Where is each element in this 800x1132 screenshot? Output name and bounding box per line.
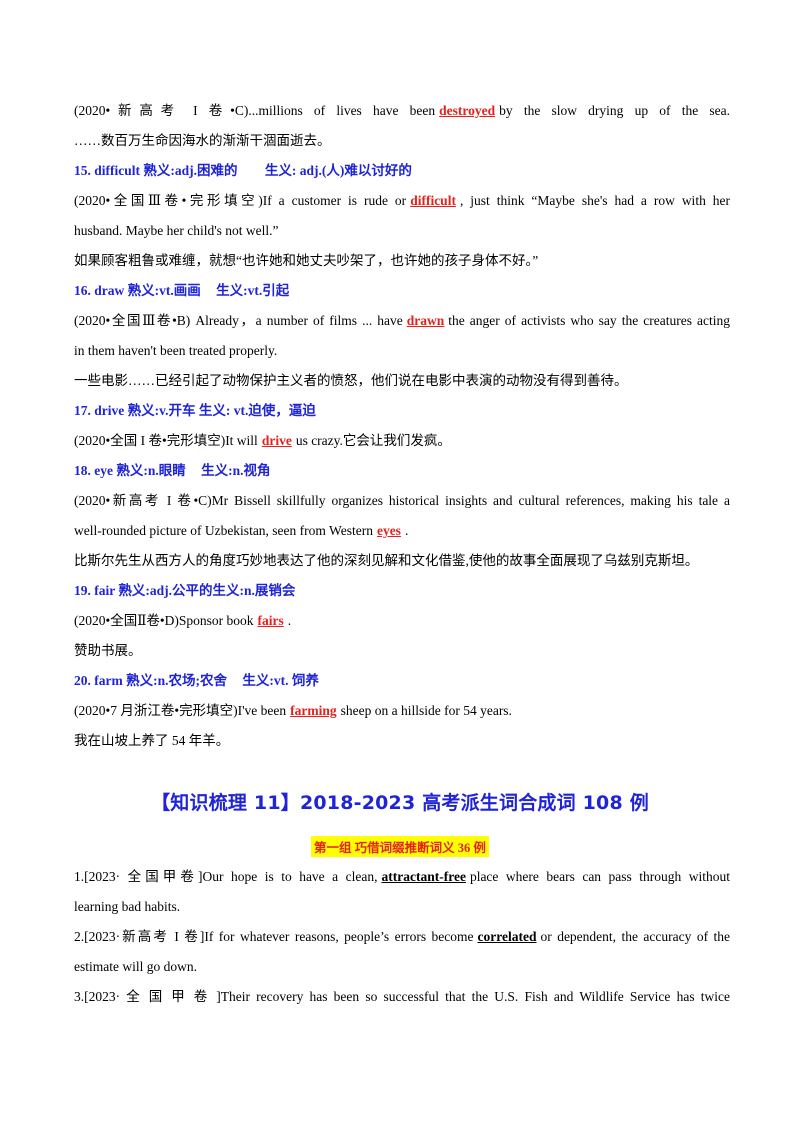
new-meaning: 生义:n.视角: [201, 463, 271, 478]
new-meaning: 生义:vt. 饲养: [242, 673, 319, 688]
new-meaning: 生义: vt.迫使，逼迫: [198, 403, 316, 418]
entry-heading: 19. fair 熟义:adj.公平的生义:n.展销会: [74, 576, 730, 606]
example-sentence-cont: estimate will go down.: [74, 959, 197, 974]
sentence-text: 2.[2023·新高考 I 卷]If for whatever reasons,…: [74, 929, 474, 944]
entry-word: eye: [94, 463, 113, 478]
example-list: 1.[2023· 全国甲卷]Our hope is to have a clea…: [74, 862, 730, 1012]
example-sentence: 1.[2023· 全国甲卷]Our hope is to have a clea…: [74, 862, 730, 892]
keyword: drive: [261, 433, 292, 448]
familiar-meaning: 熟义:v.开车: [127, 403, 196, 418]
sentence-text: sheep on a hillside for 54 years.: [340, 703, 512, 718]
entry-number: 16.: [74, 283, 91, 298]
entry-number: 15.: [74, 163, 91, 178]
source-sentence: (2020•新高考 I 卷•C)...millions of lives hav…: [74, 96, 730, 126]
keyword: drawn: [406, 313, 445, 328]
entry-word: fair: [94, 583, 115, 598]
translation: 比斯尔先生从西方人的角度巧妙地表达了他的深刻见解和文化借鉴,使他的故事全面展现了…: [74, 553, 699, 568]
source-sentence: (2020•全国Ⅲ卷•完形填空)If a customer is rude or…: [74, 186, 730, 216]
section-title: 【知识梳理 11】2018-2023 高考派生词合成词 108 例: [151, 792, 649, 814]
translation: ……数百万生命因海水的渐渐干涸面逝去。: [74, 133, 331, 148]
keyword: eyes: [376, 523, 401, 538]
source-sentence-cont: husband. Maybe her child's not well.”: [74, 223, 279, 238]
sentence-text: (2020•7 月浙江卷•完形填空)I've been: [74, 703, 287, 718]
sentence-text: well-rounded picture of Uzbekistan, seen…: [74, 523, 373, 538]
entry-word: farm: [94, 673, 123, 688]
keyword: attractant-free: [381, 869, 466, 884]
source-sentence: (2020•全国Ⅱ卷•D)Sponsor book fairs.: [74, 606, 730, 636]
keyword: destroyed: [439, 103, 496, 118]
group-label: 第一组 巧借词缀推断词义 36 例: [311, 836, 489, 857]
group-label-wrap: 第一组 巧借词缀推断词义 36 例: [0, 836, 800, 857]
sentence-text: 1.[2023· 全国甲卷]Our hope is to have a clea…: [74, 869, 378, 884]
familiar-meaning: 熟义:n.农场;农舍: [126, 673, 227, 688]
sentence-text: (2020•全国 I 卷•完形填空)It will: [74, 433, 258, 448]
example-sentence: 2.[2023·新高考 I 卷]If for whatever reasons,…: [74, 922, 730, 952]
sentence-text: or dependent, the accuracy of the: [540, 929, 731, 944]
sentence-text: , just think “Maybe she's had a row with…: [459, 193, 731, 208]
entry-heading: 17. drive 熟义:v.开车 生义: vt.迫使，逼迫: [74, 396, 730, 426]
sentence-text: (2020•全国Ⅲ卷•B) Already，a number of films …: [74, 313, 403, 328]
familiar-meaning: 熟义:n.眼睛: [116, 463, 186, 478]
sentence-text: place where bears can pass through witho…: [469, 869, 730, 884]
translation: 我在山坡上养了 54 年羊。: [74, 733, 230, 748]
sentence-text: .: [404, 523, 409, 538]
new-meaning: 生义:vt.引起: [216, 283, 290, 298]
keyword: correlated: [477, 929, 537, 944]
translation: 一些电影……已经引起了动物保护主义者的愤怒，他们说在电影中表演的动物没有得到善待…: [74, 373, 628, 388]
entry-word: difficult: [94, 163, 140, 178]
sentence-text: (2020•全国Ⅱ卷•D)Sponsor book: [74, 613, 254, 628]
familiar-meaning: 熟义:adj.困难的: [143, 163, 238, 178]
translation: 赞助书展。: [74, 643, 142, 658]
source-sentence-cont: in them haven't been treated properly.: [74, 343, 278, 358]
source-sentence: (2020•7 月浙江卷•完形填空)I've been farming sheep …: [74, 696, 730, 726]
example-sentence-cont: learning bad habits.: [74, 899, 181, 914]
entry-number: 20.: [74, 673, 91, 688]
entry-heading: 16. draw 熟义:vt.画画 生义:vt.引起: [74, 276, 730, 306]
new-meaning: 生义: adj.(人)难以讨好的: [264, 163, 412, 178]
entry-word: drive: [94, 403, 125, 418]
sentence-text: (2020•新高考 I 卷•C)Mr Bissell skillfully or…: [74, 493, 730, 508]
entry-heading: 18. eye 熟义:n.眼睛 生义:n.视角: [74, 456, 730, 486]
source-sentence: (2020•新高考 I 卷•C)Mr Bissell skillfully or…: [74, 486, 730, 516]
keyword: fairs: [257, 613, 284, 628]
source-sentence: (2020•全国Ⅲ卷•B) Already，a number of films …: [74, 306, 730, 336]
entry-word: draw: [94, 283, 125, 298]
entry-heading: 20. farm 熟义:n.农场;农舍 生义:vt. 饲养: [74, 666, 730, 696]
entry-number: 17.: [74, 403, 91, 418]
vocabulary-list: (2020•新高考 I 卷•C)...millions of lives hav…: [74, 96, 730, 756]
sentence-text: .: [287, 613, 292, 628]
sentence-text: 3.[2023· 全 国 甲 卷 ]Their recovery has bee…: [74, 989, 730, 1004]
translation: 如果顾客粗鲁或难缠，就想“也许她和她丈夫吵架了，也许她的孩子身体不好。”: [74, 253, 539, 268]
sentence-text: (2020•全国Ⅲ卷•完形填空)If a customer is rude or: [74, 193, 407, 208]
sentence-text: the anger of activists who say the creat…: [448, 313, 730, 328]
source-sentence: (2020•全国 I 卷•完形填空)It will drive us crazy.它…: [74, 426, 730, 456]
entry-heading: 15. difficult 熟义:adj.困难的 生义: adj.(人)难以讨好…: [74, 156, 730, 186]
entry-number: 18.: [74, 463, 91, 478]
familiar-meaning: 熟义:vt.画画: [127, 283, 201, 298]
keyword: difficult: [410, 193, 456, 208]
sentence-text: us crazy.它会让我们发疯。: [295, 433, 451, 448]
entry-number: 19.: [74, 583, 91, 598]
sentence-text: (2020•新高考 I 卷•C)...millions of lives hav…: [74, 103, 436, 118]
example-sentence: 3.[2023· 全 国 甲 卷 ]Their recovery has bee…: [74, 982, 730, 1012]
familiar-meaning: 熟义:adj.公平的生义:n.展销会: [118, 583, 296, 598]
source-sentence-cont: well-rounded picture of Uzbekistan, seen…: [74, 516, 730, 546]
keyword: farming: [290, 703, 337, 718]
sentence-text: by the slow drying up of the sea.: [499, 103, 730, 118]
